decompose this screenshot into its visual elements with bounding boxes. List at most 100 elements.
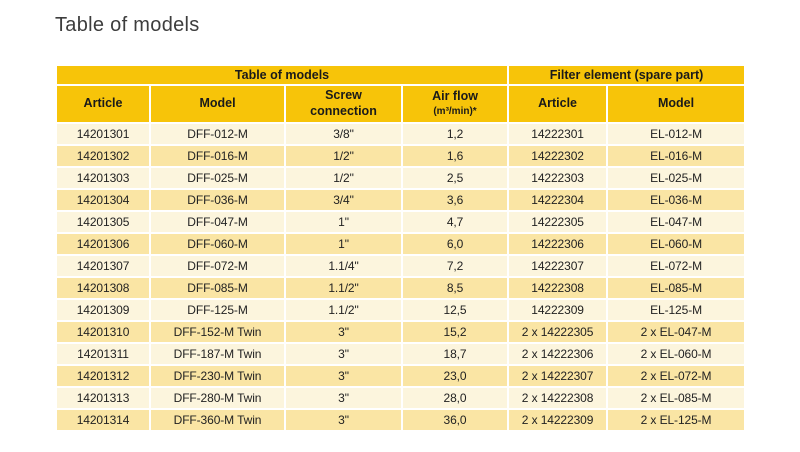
table-header: Table of models Filter element (spare pa… <box>57 66 745 122</box>
table-cell: 15,2 <box>403 322 508 342</box>
table-row: 14201305 DFF-047-M 1" 4,7 14222305 EL-047-M <box>57 212 745 232</box>
table-cell: EL-072-M <box>608 256 745 276</box>
table-cell: 6,0 <box>403 234 508 254</box>
table-cell: DFF-060-M <box>151 234 284 254</box>
table-cell: 14201314 <box>57 410 149 430</box>
table-cell: 4,7 <box>403 212 508 232</box>
table-cell: 2 x 14222306 <box>509 344 607 364</box>
table-cell: EL-016-M <box>608 146 745 166</box>
table-cell: 14201313 <box>57 388 149 408</box>
table-cell: 3/4" <box>286 190 401 210</box>
models-table: Table of models Filter element (spare pa… <box>55 64 746 432</box>
table-cell: DFF-047-M <box>151 212 284 232</box>
table-cell: 1" <box>286 212 401 232</box>
table-cell: 14222309 <box>509 300 607 320</box>
table-row: 14201304 DFF-036-M 3/4" 3,6 14222304 EL-036-M <box>57 190 745 210</box>
table-cell: DFF-280-M Twin <box>151 388 284 408</box>
table-cell: 2 x 14222305 <box>509 322 607 342</box>
table-cell: EL-060-M <box>608 234 745 254</box>
table-cell: EL-036-M <box>608 190 745 210</box>
table-cell: 14201306 <box>57 234 149 254</box>
table-cell: 14222302 <box>509 146 607 166</box>
table-cell: 2 x 14222307 <box>509 366 607 386</box>
table-cell: 28,0 <box>403 388 508 408</box>
table-cell: 1" <box>286 234 401 254</box>
table-cell: DFF-072-M <box>151 256 284 276</box>
table-cell: 2 x EL-060-M <box>608 344 745 364</box>
table-cell: DFF-036-M <box>151 190 284 210</box>
column-header-article: Article <box>57 86 149 122</box>
table-cell: DFF-125-M <box>151 300 284 320</box>
table-cell: DFF-230-M Twin <box>151 366 284 386</box>
table-cell: 23,0 <box>403 366 508 386</box>
table-row: 14201310 DFF-152-M Twin 3" 15,2 2 x 14222305… <box>57 322 745 342</box>
table-cell: 14201304 <box>57 190 149 210</box>
table-cell: 7,2 <box>403 256 508 276</box>
table-cell: 14222305 <box>509 212 607 232</box>
table-cell: DFF-187-M Twin <box>151 344 284 364</box>
table-row: 14201312 DFF-230-M Twin 3" 23,0 2 x 14222307… <box>57 366 745 386</box>
table-row: 14201308 DFF-085-M 1.1/2" 8,5 14222308 EL-085… <box>57 278 745 298</box>
table-cell: 14201301 <box>57 124 149 144</box>
table-row: 14201306 DFF-060-M 1" 6,0 14222306 EL-060-M <box>57 234 745 254</box>
table-cell: 14201305 <box>57 212 149 232</box>
table-row: 14201303 DFF-025-M 1/2" 2,5 14222303 EL-025-M <box>57 168 745 188</box>
table-cell: EL-012-M <box>608 124 745 144</box>
group-header-row: Table of models Filter element (spare pa… <box>57 66 745 84</box>
table-cell: DFF-360-M Twin <box>151 410 284 430</box>
table-cell: 18,7 <box>403 344 508 364</box>
air-flow-unit-label: (m³/min)* <box>433 106 477 118</box>
table-row: 14201313 DFF-280-M Twin 3" 28,0 2 x 14222308… <box>57 388 745 408</box>
table-cell: EL-125-M <box>608 300 745 320</box>
page-title: Table of models <box>55 14 200 36</box>
table-cell: 14201302 <box>57 146 149 166</box>
table-cell: 14222308 <box>509 278 607 298</box>
table-cell: 14222304 <box>509 190 607 210</box>
table-cell: 14201307 <box>57 256 149 276</box>
table-row: 14201302 DFF-016-M 1/2" 1,6 14222302 EL-016-M <box>57 146 745 166</box>
air-flow-label: Air flow <box>432 89 478 104</box>
table-cell: 14222307 <box>509 256 607 276</box>
table-cell: DFF-025-M <box>151 168 284 188</box>
table-cell: DFF-016-M <box>151 146 284 166</box>
table-cell: 1/2" <box>286 168 401 188</box>
table-cell: 12,5 <box>403 300 508 320</box>
table-cell: DFF-085-M <box>151 278 284 298</box>
table-cell: 14222306 <box>509 234 607 254</box>
column-header-screw-connection: Screw connection <box>286 86 401 122</box>
table-cell: DFF-152-M Twin <box>151 322 284 342</box>
table-row: 14201309 DFF-125-M 1.1/2" 12,5 14222309 EL-12… <box>57 300 745 320</box>
table-cell: EL-085-M <box>608 278 745 298</box>
table-row: 14201301 DFF-012-M 3/8" 1,2 14222301 EL-012-M <box>57 124 745 144</box>
table-cell: 1,2 <box>403 124 508 144</box>
table-row: 14201311 DFF-187-M Twin 3" 18,7 2 x 14222306… <box>57 344 745 364</box>
table-cell: 2 x EL-125-M <box>608 410 745 430</box>
table-cell: DFF-012-M <box>151 124 284 144</box>
table-cell: 36,0 <box>403 410 508 430</box>
column-header-row: Article Model Screw connection Air flow (… <box>57 86 745 122</box>
table-body: 14201301 DFF-012-M 3/8" 1,2 14222301 EL-012-M… <box>57 124 745 430</box>
table-cell: 8,5 <box>403 278 508 298</box>
table-cell: 14201311 <box>57 344 149 364</box>
table-cell: 1.1/2" <box>286 278 401 298</box>
table-cell: 2,5 <box>403 168 508 188</box>
table-cell: 14201310 <box>57 322 149 342</box>
table-cell: 1.1/4" <box>286 256 401 276</box>
table-cell: 14201309 <box>57 300 149 320</box>
table-cell: 2 x EL-085-M <box>608 388 745 408</box>
group-header-table-of-models: Table of models <box>57 66 508 84</box>
table-cell: 14201312 <box>57 366 149 386</box>
table-cell: 14222303 <box>509 168 607 188</box>
table-cell: 14222301 <box>509 124 607 144</box>
table-cell: 2 x 14222308 <box>509 388 607 408</box>
table-cell: 3/8" <box>286 124 401 144</box>
table-cell: 1.1/2" <box>286 300 401 320</box>
table-cell: 3" <box>286 410 401 430</box>
table-cell: 3" <box>286 388 401 408</box>
table-cell: 1,6 <box>403 146 508 166</box>
table-cell: EL-047-M <box>608 212 745 232</box>
table-cell: 3" <box>286 366 401 386</box>
table-cell: EL-025-M <box>608 168 745 188</box>
table-row: 14201314 DFF-360-M Twin 3" 36,0 2 x 14222309… <box>57 410 745 430</box>
